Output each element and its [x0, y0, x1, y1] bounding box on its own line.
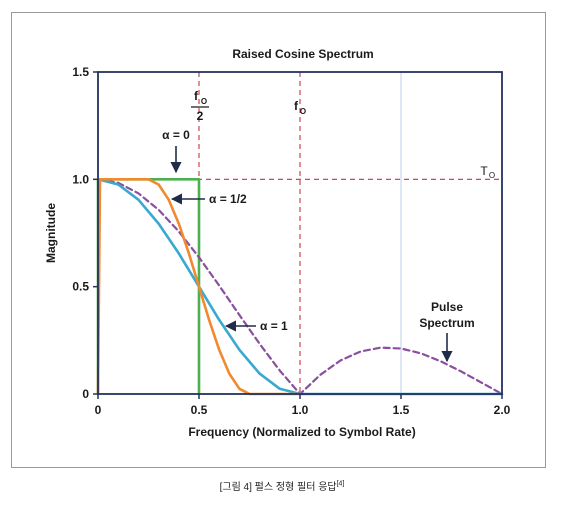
x-tick-label-1: 0 — [95, 403, 102, 417]
chart-title: Raised Cosine Spectrum — [232, 47, 373, 61]
to-label: T — [480, 164, 488, 178]
x-tick-label-2: 0.5 — [191, 403, 208, 417]
annotation-alpha-1: α = 1 — [260, 319, 288, 333]
fo-label-subscript: O — [300, 107, 306, 116]
caption-text: [그림 4] 펄스 정형 필터 응답 — [219, 482, 337, 493]
fo-half-label-subscript: O — [201, 97, 207, 106]
y-tick-label-1: 0 — [82, 387, 89, 401]
y-tick-label-3: 1.0 — [72, 172, 89, 186]
x-axis-label: Frequency (Normalized to Symbol Rate) — [188, 425, 415, 439]
x-tick-label-5: 2.0 — [494, 403, 511, 417]
annotation-alpha-half: α = 1/2 — [209, 192, 247, 206]
series-line-2 — [96, 178, 302, 396]
annotation-pulse: Pulse — [431, 300, 463, 314]
y-tick-label-4: 1.5 — [72, 65, 89, 79]
fo-half-label-numerator: f — [194, 89, 199, 103]
fo-label: f — [294, 99, 299, 113]
caption-ref: [4] — [336, 480, 345, 488]
y-tick-label-2: 0.5 — [72, 280, 89, 294]
figure-caption: [그림 4] 펄스 정형 필터 응답[4] — [0, 478, 564, 493]
x-tick-label-4: 1.5 — [393, 403, 410, 417]
annotation-spectrum: Spectrum — [419, 316, 474, 330]
y-axis-label: Magnitude — [44, 203, 58, 263]
fo-half-label-denominator: 2 — [197, 109, 204, 123]
x-tick-label-3: 1.0 — [292, 403, 309, 417]
to-label-subscript: O — [489, 171, 495, 180]
annotation-alpha-0: α = 0 — [162, 128, 190, 142]
